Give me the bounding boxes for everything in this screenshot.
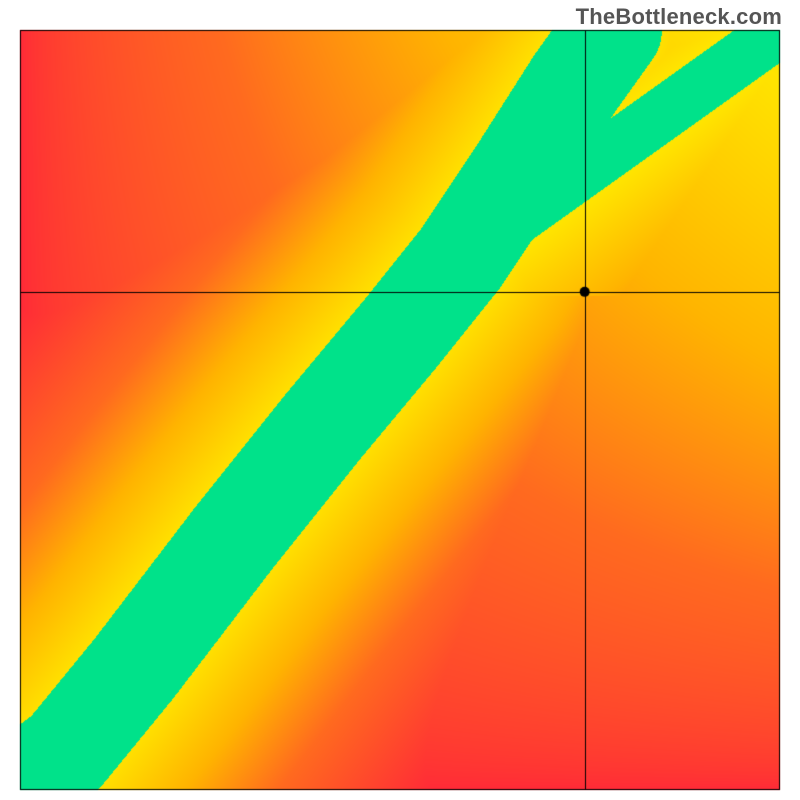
heatmap-canvas — [0, 0, 800, 800]
attribution-text: TheBottleneck.com — [576, 4, 782, 30]
chart-container: TheBottleneck.com — [0, 0, 800, 800]
